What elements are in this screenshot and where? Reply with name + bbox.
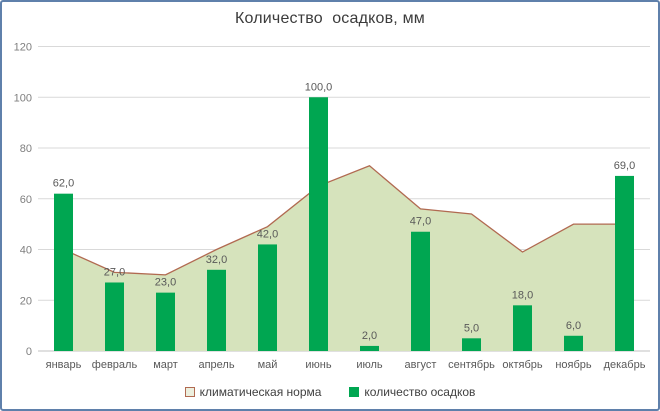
- norm-line: [63, 165, 625, 276]
- bar-value-label: 62,0: [53, 178, 74, 190]
- bar-март: [156, 292, 175, 351]
- bar-февраль: [105, 282, 124, 351]
- bar-value-label: 69,0: [614, 160, 635, 172]
- x-tick-label: май: [258, 359, 278, 371]
- bar-ноябрь: [564, 335, 583, 351]
- x-tick-label: июль: [356, 359, 383, 371]
- y-tick-label: 60: [20, 194, 32, 206]
- x-tick-label: июнь: [305, 359, 331, 371]
- legend-norm-label: климатическая норма: [199, 385, 322, 399]
- bar-value-label: 27,0: [104, 266, 125, 278]
- bar-июль: [360, 345, 379, 351]
- bar-декабрь: [615, 175, 634, 351]
- x-tick-label: март: [153, 359, 178, 371]
- bar-value-label: 100,0: [305, 81, 333, 93]
- y-tick-label: 80: [20, 143, 32, 155]
- norm-area-fill: [63, 165, 625, 351]
- bar-value-label: 5,0: [464, 322, 479, 334]
- chart-title: Количество осадков, мм: [234, 10, 425, 27]
- y-tick-label: 0: [26, 346, 32, 358]
- bar-январь: [54, 193, 73, 351]
- y-tick-label: 20: [20, 295, 32, 307]
- bar-value-label: 6,0: [566, 320, 581, 332]
- x-tick-label: октябрь: [502, 359, 542, 371]
- bar-value-label: 32,0: [206, 254, 227, 266]
- y-tick-label: 120: [14, 42, 32, 54]
- x-tick-label: август: [405, 359, 437, 371]
- bar-август: [411, 231, 430, 351]
- bar-value-label: 42,0: [257, 228, 278, 240]
- bar-сентябрь: [462, 338, 481, 351]
- legend-item-precip: количество осадков: [349, 385, 475, 399]
- bar-value-label: 18,0: [512, 289, 533, 301]
- bar-value-label: 47,0: [410, 216, 431, 228]
- precip-series-swatch-icon: [349, 387, 360, 397]
- x-tick-label: сентябрь: [448, 359, 495, 371]
- y-tick-label: 100: [14, 92, 32, 104]
- legend-precip-label: количество осадков: [364, 385, 476, 399]
- bar-июнь: [309, 97, 328, 351]
- bar-май: [258, 244, 277, 351]
- x-tick-label: апрель: [198, 359, 234, 371]
- x-tick-label: январь: [46, 359, 82, 371]
- bar-октябрь: [513, 305, 532, 351]
- bar-value-label: 2,0: [362, 330, 377, 342]
- legend-item-norm: климатическая норма: [184, 385, 322, 399]
- x-tick-label: февраль: [92, 359, 138, 371]
- x-tick-label: ноябрь: [555, 359, 592, 371]
- bar-апрель: [207, 269, 226, 351]
- y-tick-label: 40: [20, 245, 32, 257]
- x-tick-label: декабрь: [604, 359, 646, 371]
- bar-value-label: 23,0: [155, 277, 176, 289]
- chart-legend: климатическая норма количество осадков: [2, 385, 658, 399]
- norm-series-swatch-icon: [184, 387, 195, 397]
